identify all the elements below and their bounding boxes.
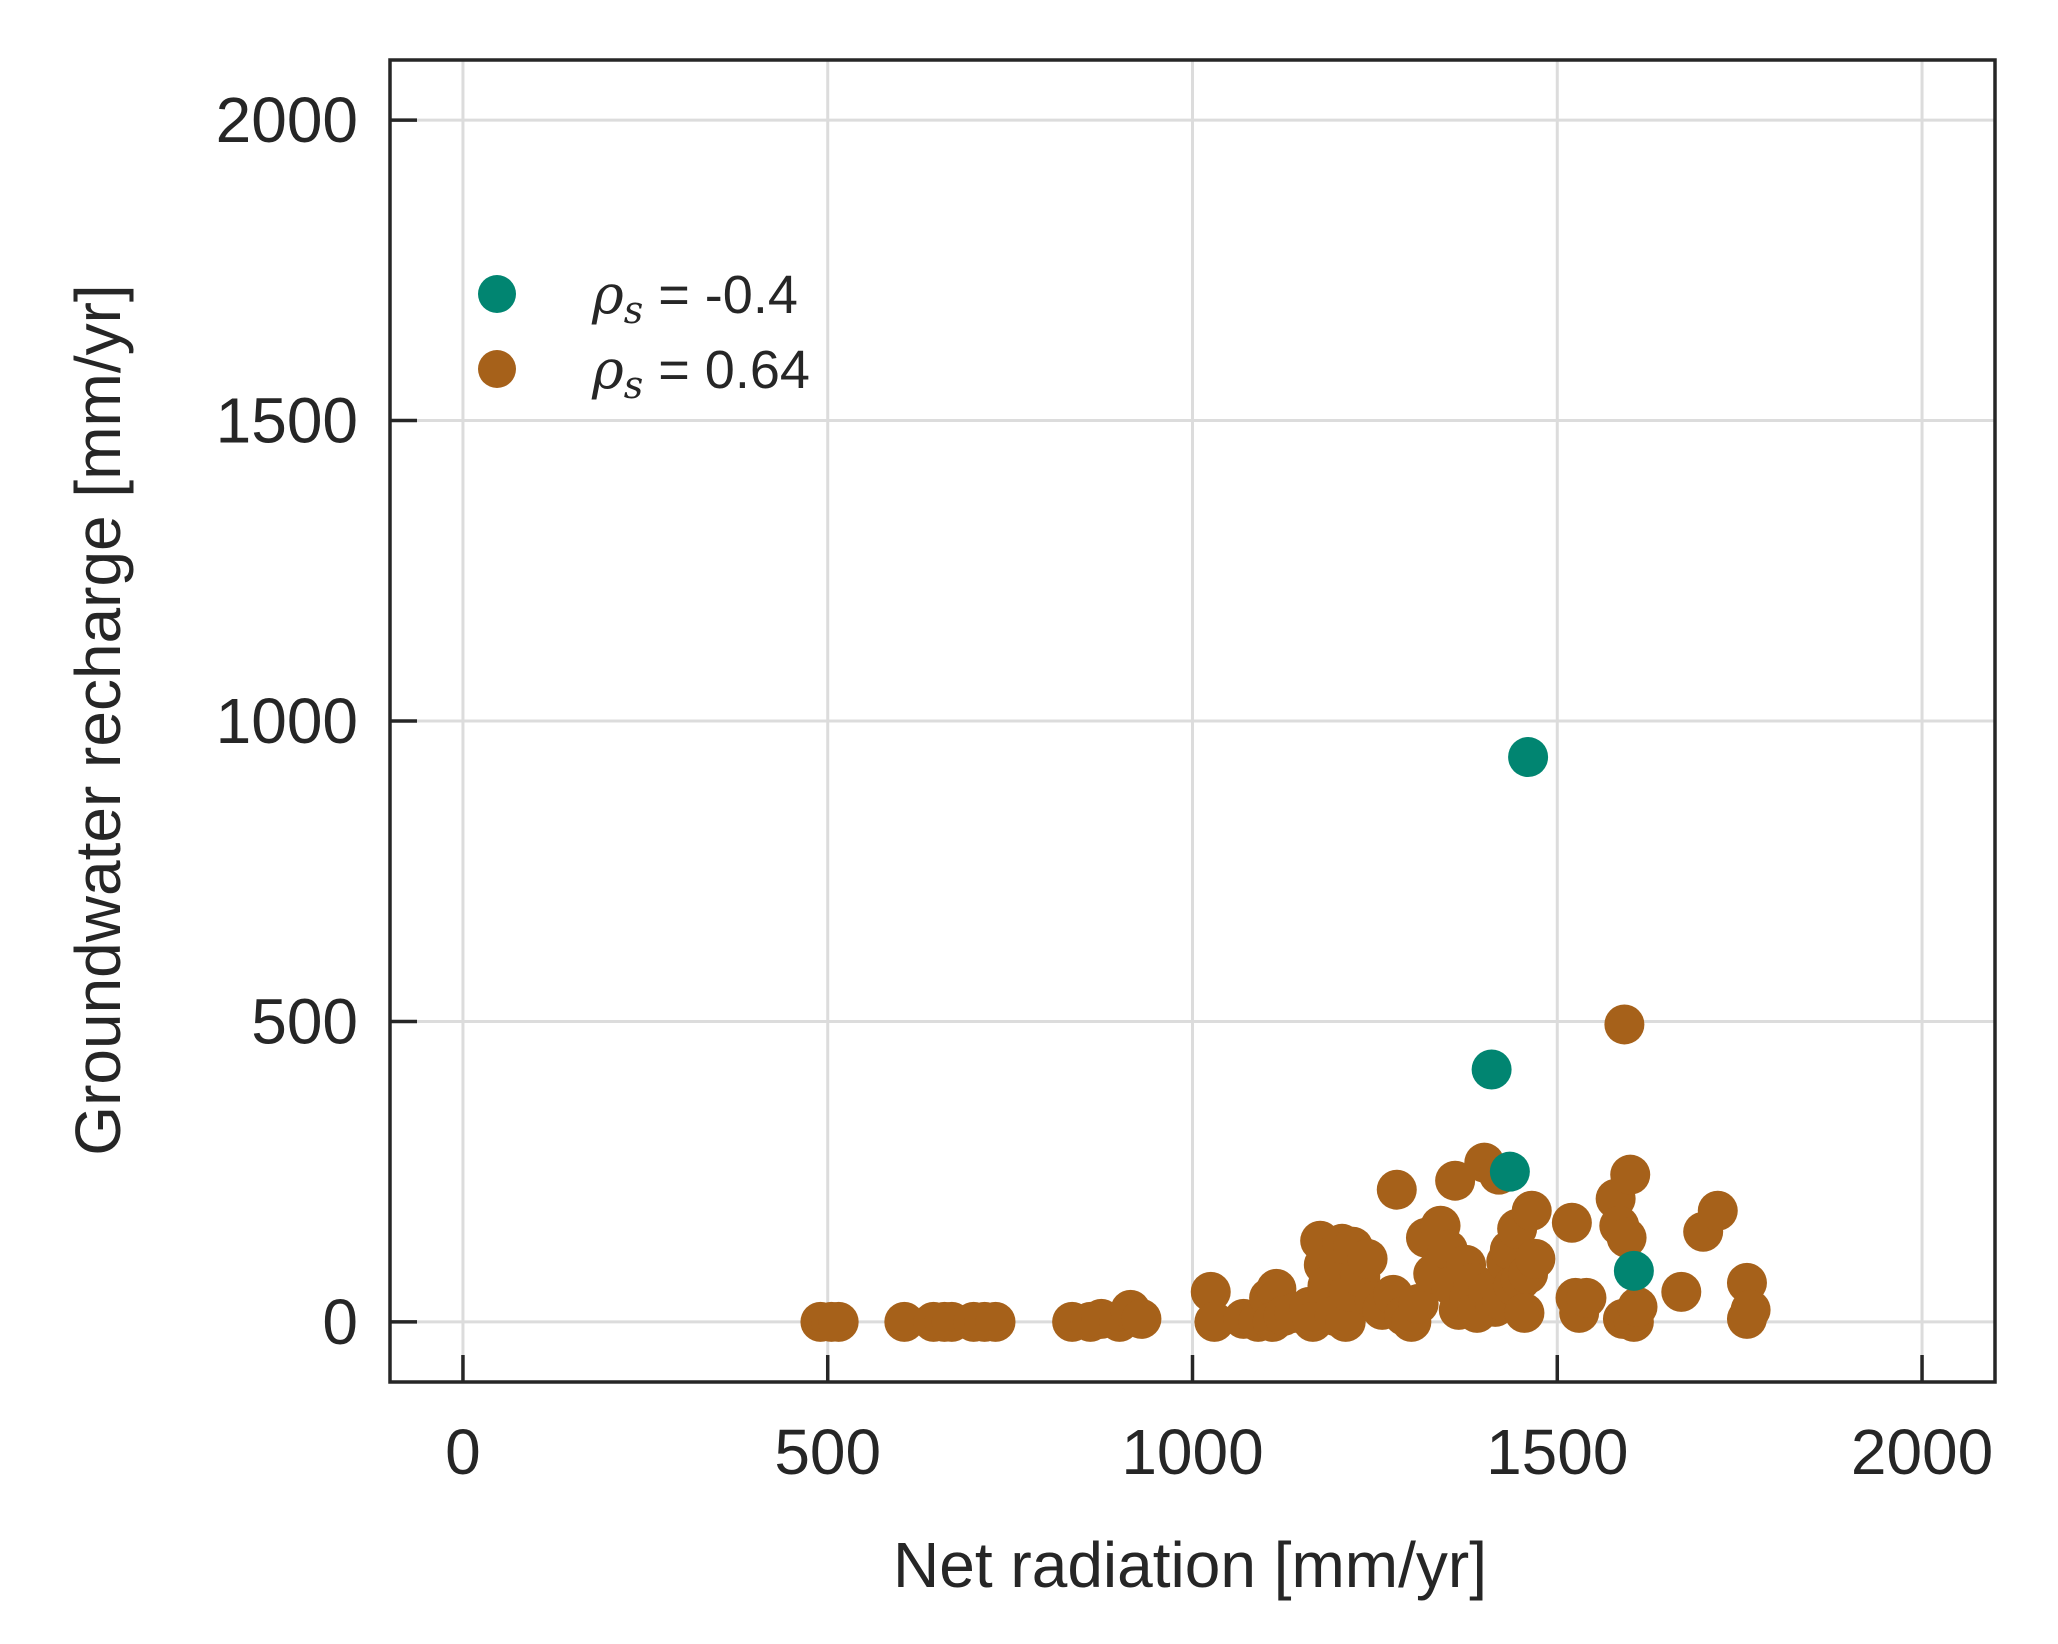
point-series-pos bbox=[818, 1301, 859, 1342]
point-series-pos bbox=[1325, 1301, 1366, 1342]
point-series-pos bbox=[1566, 1277, 1607, 1318]
x-axis-label: Net radiation [mm/yr] bbox=[893, 1529, 1487, 1601]
point-series-neg bbox=[1508, 737, 1549, 778]
point-series-pos bbox=[1726, 1298, 1767, 1339]
legend-subscript: s bbox=[624, 288, 644, 332]
x-tick-label: 0 bbox=[445, 1416, 481, 1488]
point-series-pos bbox=[1617, 1286, 1658, 1327]
x-tick-label: 1500 bbox=[1486, 1416, 1628, 1488]
axis-ticks bbox=[390, 118, 1924, 1382]
y-tick-label: 0 bbox=[322, 1286, 358, 1358]
legend-marker bbox=[478, 275, 516, 313]
tick-labels: 0 500 1000 1500 2000 0 500 1000 1500 2000 bbox=[216, 84, 1994, 1488]
point-series-pos bbox=[1398, 1283, 1439, 1324]
point-series-pos bbox=[1190, 1271, 1231, 1312]
x-tick-label: 500 bbox=[774, 1416, 881, 1488]
point-series-pos bbox=[1697, 1190, 1738, 1231]
x-tick-label: 1000 bbox=[1121, 1416, 1263, 1488]
point-series-pos bbox=[1610, 1154, 1651, 1195]
point-series-pos bbox=[1551, 1202, 1592, 1243]
legend-subscript: s bbox=[624, 363, 644, 407]
legend-marker bbox=[478, 350, 516, 388]
point-series-pos bbox=[1515, 1238, 1556, 1279]
point-series-pos bbox=[1347, 1238, 1388, 1279]
point-series-pos bbox=[1376, 1169, 1417, 1210]
point-series-neg bbox=[1471, 1049, 1512, 1090]
point-series-pos bbox=[1435, 1160, 1476, 1201]
point-series-pos bbox=[1121, 1298, 1162, 1339]
legend: ρs = -0.4ρs = 0.64 bbox=[478, 263, 810, 407]
y-axis-label: Groundwater recharge [mm/yr] bbox=[62, 284, 134, 1155]
legend-value: = -0.4 bbox=[643, 265, 798, 325]
point-series-pos bbox=[1511, 1190, 1552, 1231]
point-series-neg bbox=[1489, 1151, 1530, 1192]
point-series-pos bbox=[1504, 1292, 1545, 1333]
legend-rho: ρ bbox=[591, 338, 624, 401]
point-series-pos bbox=[1194, 1301, 1235, 1342]
point-series-pos bbox=[1604, 1004, 1645, 1045]
point-series-pos bbox=[884, 1301, 925, 1342]
legend-rho: ρ bbox=[591, 263, 624, 326]
y-tick-label: 500 bbox=[251, 985, 358, 1057]
grid-lines bbox=[390, 60, 1995, 1382]
legend-label: ρs = -0.4 bbox=[591, 263, 798, 332]
y-tick-label: 1500 bbox=[216, 385, 358, 457]
point-series-pos bbox=[1661, 1271, 1702, 1312]
point-series-pos bbox=[975, 1301, 1016, 1342]
legend-label: ρs = 0.64 bbox=[591, 338, 810, 407]
x-tick-label: 2000 bbox=[1851, 1416, 1993, 1488]
point-series-neg bbox=[1613, 1250, 1654, 1291]
legend-value: = 0.64 bbox=[643, 340, 810, 400]
y-tick-label: 1000 bbox=[216, 685, 358, 757]
point-series-pos bbox=[1606, 1217, 1647, 1258]
data-points bbox=[800, 737, 1771, 1342]
y-tick-label: 2000 bbox=[216, 84, 358, 156]
